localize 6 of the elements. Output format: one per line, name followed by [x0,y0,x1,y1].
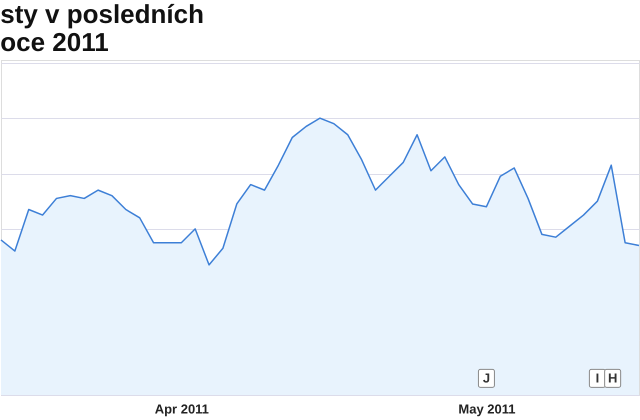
x-tick-label: May 2011 [458,402,516,416]
chart-title: sty v posledních oce 2011 [0,0,204,57]
annotation: H [608,370,618,386]
x-tick-label: Apr 2011 [154,402,209,416]
annotation: J [482,370,490,386]
annotation: I [596,370,600,386]
